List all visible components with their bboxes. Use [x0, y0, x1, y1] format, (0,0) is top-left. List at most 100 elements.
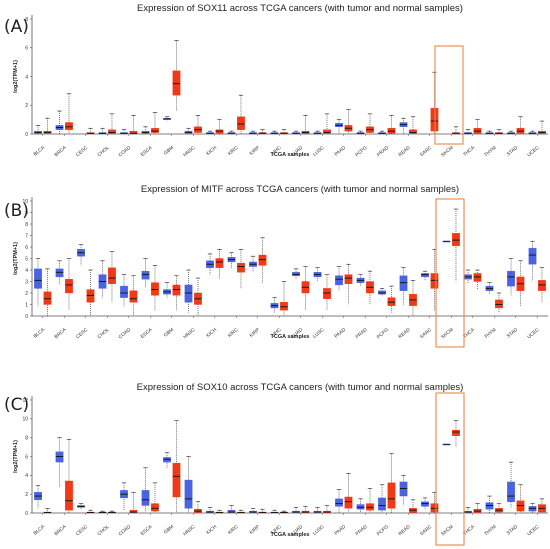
y-axis-label: log2(TPM+1): [13, 242, 19, 275]
x-tick-label: READ: [397, 524, 411, 538]
tumor-box: [172, 70, 181, 96]
tumor-box: [129, 290, 138, 303]
x-tick-label: KIRP: [249, 524, 261, 536]
x-tick-label: LUSC: [312, 327, 326, 340]
tumor-box: [215, 258, 224, 268]
normal-box: [55, 268, 64, 278]
tumor-box: [409, 129, 417, 134]
tumor-box: [151, 503, 159, 512]
x-tick-label: KICH: [205, 327, 218, 339]
x-tick-label: SKCM: [440, 327, 454, 341]
tumor-box: [387, 482, 396, 509]
y-tick-label: 6: [25, 454, 28, 460]
y-axis-label: log2(TPM+1): [13, 60, 19, 93]
tumor-box: [280, 302, 288, 311]
tumor-box: [430, 273, 439, 289]
tumor-box: [452, 429, 460, 436]
x-tick-label: BLCA: [33, 326, 47, 339]
x-tick-label: KIRC: [227, 145, 240, 157]
panel-label-b: (B): [4, 201, 29, 221]
normal-box: [421, 501, 429, 507]
x-tick-label: READ: [397, 145, 411, 159]
tumor-box: [129, 509, 138, 513]
normal-box: [141, 270, 150, 280]
panel-label-a: (A): [4, 17, 29, 37]
x-tick-label: UCEC: [526, 145, 541, 159]
normal-box: [34, 268, 42, 289]
x-tick-label: BLCA: [33, 144, 47, 157]
skcm-highlight-box: [435, 198, 465, 348]
y-tick-label: 2: [25, 291, 28, 297]
tumor-box: [108, 267, 116, 285]
y-tick-label: 10: [22, 199, 28, 205]
y-tick-label: 5: [25, 256, 28, 262]
x-tick-label: STAD: [506, 145, 520, 158]
x-tick-label: STAD: [506, 327, 520, 340]
normal-box: [141, 490, 150, 506]
normal-box: [335, 498, 343, 507]
chart-title: Expression of SOX10 across TCGA cancers …: [137, 382, 464, 393]
x-tick-label: ESCA: [140, 523, 154, 537]
tumor-box: [538, 280, 546, 291]
x-tick-label: BRCA: [53, 144, 68, 158]
skcm-highlight-box: [435, 392, 465, 546]
y-tick-label: 3: [25, 279, 28, 285]
normal-box: [378, 290, 386, 295]
x-tick-label: SARC: [419, 327, 433, 341]
y-tick-label: 6: [25, 46, 28, 52]
normal-box: [399, 481, 408, 497]
tumor-box: [86, 289, 95, 303]
x-tick-label: ESCA: [140, 144, 154, 158]
normal-box: [335, 275, 343, 286]
y-tick-label: 1: [25, 302, 28, 308]
x-tick-label: SARC: [419, 524, 433, 538]
y-tick-label: 8: [25, 435, 28, 441]
tumor-box: [430, 503, 439, 513]
y-axis-label: log2(TPM+1): [13, 440, 19, 473]
x-tick-label: CHOL: [96, 327, 110, 340]
tumor-box: [344, 274, 353, 285]
x-tick-label: CESC: [75, 145, 89, 159]
y-tick-label: 4: [25, 268, 28, 274]
tumor-box: [323, 129, 331, 134]
tumor-box: [495, 299, 503, 309]
tumor-box: [237, 262, 245, 273]
x-tick-label: KICH: [205, 524, 218, 536]
chart-title: Expression of SOX11 across TCGA cancers …: [137, 3, 463, 14]
x-tick-label: THYM: [483, 327, 497, 340]
x-tick-label: THCA: [462, 144, 476, 158]
normal-box: [399, 275, 408, 291]
y-tick-label: 2: [25, 492, 28, 498]
x-tick-label: SKCM: [440, 145, 454, 159]
x-tick-label: BRCA: [53, 326, 68, 340]
x-tick-label: KIRC: [227, 524, 240, 536]
tumor-box: [65, 122, 73, 130]
normal-box: [421, 273, 429, 278]
tumor-box: [344, 496, 353, 509]
x-tick-label: PAAD: [333, 524, 347, 537]
x-axis-label: TCGA samples: [271, 532, 310, 538]
tumor-box: [366, 503, 374, 511]
x-tick-label: BRCA: [53, 523, 68, 537]
normal-box: [378, 497, 386, 511]
y-tick-label: 8: [25, 17, 28, 23]
x-tick-label: LIHC: [270, 327, 283, 339]
x-tick-label: LUSC: [312, 145, 326, 158]
x-tick-label: LIHC: [270, 524, 283, 536]
x-tick-label: CHOL: [96, 524, 110, 537]
x-tick-label: PAAD: [333, 327, 347, 340]
tumor-box: [237, 116, 245, 130]
normal-box: [528, 247, 537, 265]
x-tick-label: LIHC: [270, 145, 283, 157]
x-tick-label: KIRP: [249, 327, 261, 339]
x-tick-label: BLCA: [33, 523, 47, 536]
y-tick-label: 8: [25, 222, 28, 228]
x-tick-label: GBM: [163, 327, 175, 339]
tumor-box: [452, 232, 460, 247]
y-tick-label: 0: [25, 314, 28, 320]
normal-box: [528, 506, 537, 512]
x-tick-label: KIRC: [227, 327, 240, 339]
tumor-box: [108, 129, 116, 134]
x-tick-label: GBM: [163, 145, 175, 157]
